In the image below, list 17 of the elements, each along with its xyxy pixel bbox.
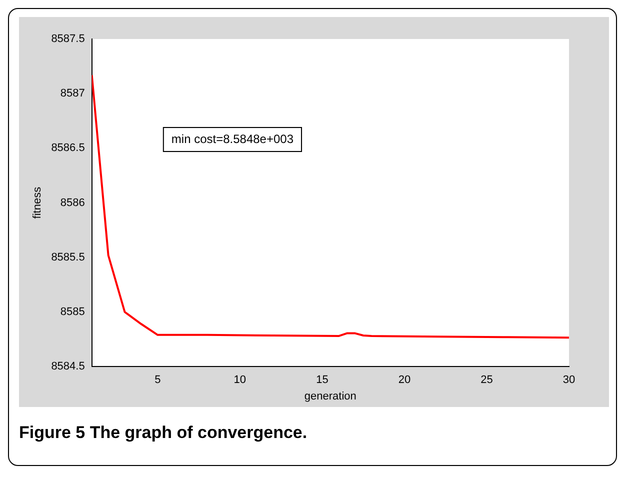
x-tick-label: 30 xyxy=(562,374,576,386)
x-tick-label: 25 xyxy=(480,374,493,386)
y-tick-label: 8586 xyxy=(60,196,85,209)
caption: Figure 5 The graph of convergence. xyxy=(19,423,308,443)
x-tick-label: 15 xyxy=(316,374,328,386)
y-tick-label: 8587.5 xyxy=(51,33,85,46)
y-tick-label: 8585 xyxy=(60,306,85,318)
x-tick-label: 5 xyxy=(154,374,161,386)
x-tick-label: 10 xyxy=(234,374,246,386)
annotation: min cost=8.5848e+003 xyxy=(171,132,294,146)
y-tick-label: 8584.5 xyxy=(51,360,85,373)
y-tick-label: 8587 xyxy=(60,88,85,100)
y-tick-label: 8585.5 xyxy=(51,251,85,264)
x-tick-label: 20 xyxy=(398,374,411,386)
y-tick-label: 8586.5 xyxy=(51,142,85,154)
x-axis-title: generation xyxy=(304,390,356,402)
y-axis-title: fitness xyxy=(32,186,44,219)
